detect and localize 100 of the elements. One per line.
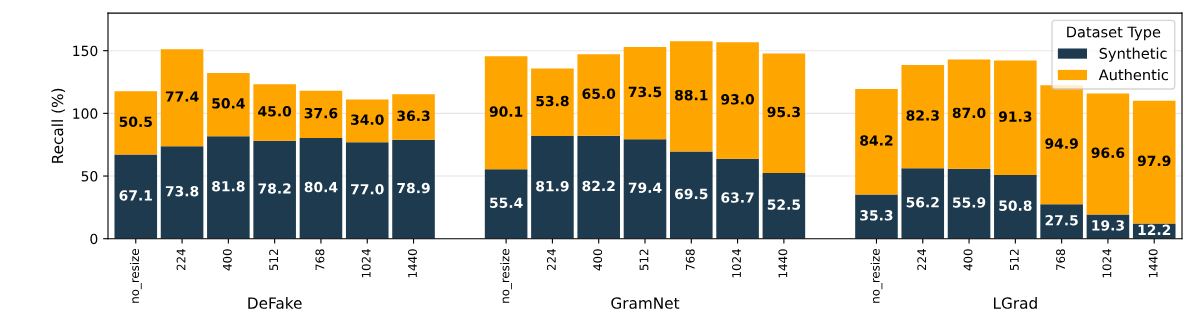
x-tick-label: 224: [176, 249, 186, 271]
bar: [947, 168, 991, 239]
x-tick-label: 512: [269, 249, 279, 271]
bar: [947, 59, 991, 169]
bar: [623, 139, 667, 239]
data-label: 97.9: [1137, 155, 1171, 167]
x-tick-label: 400: [222, 249, 232, 271]
y-tick-label: 100: [73, 108, 98, 119]
data-label: 55.4: [490, 197, 523, 209]
bar: [253, 140, 296, 239]
bar: [114, 154, 158, 239]
x-tick-label: 1024: [361, 249, 371, 278]
data-label: 88.1: [675, 89, 708, 101]
bar: [392, 139, 435, 239]
legend-title: Dataset Type: [1067, 26, 1161, 41]
data-label: 82.3: [906, 110, 939, 121]
data-label: 27.5: [1045, 215, 1078, 226]
y-tick-label: 50: [81, 171, 98, 182]
bar: [531, 136, 574, 239]
x-tick-label: 512: [639, 249, 649, 271]
legend-label: Authentic: [1098, 69, 1168, 81]
x-tick-label: 224: [546, 249, 556, 271]
bar: [623, 47, 667, 140]
bar: [577, 135, 620, 239]
x-tick-label: 1024: [1102, 249, 1112, 278]
data-label: 84.2: [860, 135, 893, 146]
data-label: 90.1: [489, 106, 523, 117]
bar: [994, 60, 1037, 176]
data-label: 63.7: [721, 192, 754, 203]
legend-label: Synthetic: [1099, 47, 1167, 62]
data-label: 95.3: [767, 106, 800, 118]
data-label: 79.4: [628, 182, 662, 193]
bar: [253, 84, 296, 141]
data-label: 55.9: [952, 197, 986, 208]
bar: [901, 65, 945, 169]
x-tick-label: 224: [917, 249, 927, 271]
bar: [531, 68, 574, 137]
data-label: 82.2: [582, 180, 615, 192]
bar: [1086, 93, 1130, 215]
bar: [484, 169, 528, 239]
data-label: 36.3: [397, 110, 430, 122]
data-label: 80.4: [304, 181, 338, 193]
bar: [160, 146, 204, 239]
data-label: 50.5: [119, 116, 152, 127]
data-label: 35.3: [860, 210, 893, 221]
x-tick-label: no_resize: [129, 249, 142, 303]
bar: [994, 175, 1037, 239]
bar: [392, 94, 435, 140]
x-tick-label: 1440: [1148, 249, 1158, 278]
x-tick-label: 1440: [778, 249, 788, 278]
bar: [716, 42, 759, 159]
data-label: 19.3: [1092, 220, 1124, 231]
data-label: 12.2: [1138, 224, 1171, 235]
bar: [762, 53, 806, 173]
data-label: 50.4: [212, 98, 245, 109]
bar: [577, 54, 620, 136]
data-label: 87.0: [952, 107, 986, 119]
data-label: 78.9: [397, 182, 430, 194]
x-tick-label: 1024: [732, 249, 742, 278]
y-tick-label: 0: [90, 233, 98, 245]
text: DeFake: [248, 297, 302, 309]
bar: [484, 56, 528, 170]
bar: [1040, 204, 1083, 239]
x-tick-label: 400: [593, 249, 603, 271]
x-tick-label: 400: [963, 249, 973, 271]
data-label: 45.0: [258, 106, 292, 117]
data-label: 81.8: [212, 180, 245, 192]
bar: [345, 99, 389, 143]
x-tick-label: no_resize: [870, 249, 883, 303]
bar: [207, 73, 250, 137]
data-label: 34.0: [351, 114, 384, 125]
data-label: 96.6: [1091, 147, 1125, 158]
data-label: 56.2: [906, 197, 939, 208]
bar: [160, 49, 204, 147]
bar: [1132, 100, 1176, 224]
data-label: 78.2: [258, 183, 291, 194]
bar: [670, 41, 713, 152]
data-label: 73.5: [628, 86, 662, 98]
x-tick-label: no_resize: [500, 249, 512, 303]
bar: [855, 194, 898, 239]
bar: [670, 151, 713, 239]
text: GramNet: [611, 297, 680, 309]
data-label: 50.8: [999, 200, 1032, 211]
data-label: 94.9: [1045, 138, 1078, 149]
bar: [207, 136, 250, 239]
bar: [299, 90, 343, 138]
y-tick-label: 150: [73, 45, 98, 57]
data-label: 73.8: [165, 185, 199, 197]
bar: [716, 158, 759, 239]
data-label: 65.0: [582, 88, 616, 99]
data-label: 52.5: [767, 199, 801, 210]
y-axis-title: Recall (%): [51, 88, 66, 163]
data-label: 93.0: [721, 94, 755, 105]
data-label: 81.9: [536, 180, 569, 192]
bar: [299, 137, 343, 239]
data-label: 53.8: [536, 95, 569, 107]
data-label: 77.4: [165, 91, 199, 102]
bar: [855, 88, 898, 195]
bar: [901, 168, 945, 239]
data-label: 69.5: [675, 188, 708, 200]
